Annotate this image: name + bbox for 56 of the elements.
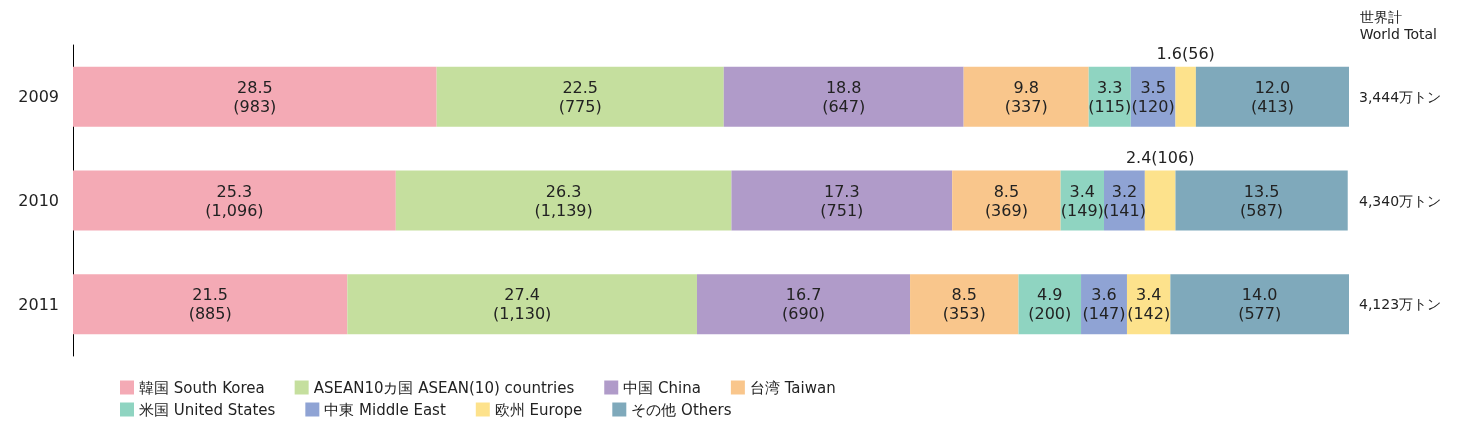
legend-label: 中国 China xyxy=(623,378,701,397)
bar xyxy=(910,274,1019,335)
bar xyxy=(1170,274,1349,335)
data-label: 3.3 (115) xyxy=(1088,77,1132,116)
data-label: 18.8 (647) xyxy=(822,77,866,116)
data-label: 26.3 (1,139) xyxy=(534,181,593,220)
data-label: 17.3 (751) xyxy=(820,181,864,220)
data-label: 16.7 (690) xyxy=(781,285,826,324)
bar xyxy=(1175,170,1348,231)
legend-label: 台湾 Taiwan xyxy=(749,378,836,397)
legend-label: 米国 United States xyxy=(139,400,276,419)
y-tick-label: 2011 xyxy=(18,294,59,314)
legend-label: 韓国 South Korea xyxy=(139,378,265,397)
y-tick-label: 2010 xyxy=(18,191,59,210)
bar xyxy=(1195,66,1349,127)
data-label: 3.2 (141) xyxy=(1102,181,1146,220)
legend-label: 中東 Middle East xyxy=(324,400,446,419)
bar xyxy=(963,66,1089,127)
data-label: 3.4 (149) xyxy=(1060,181,1104,220)
legend-label: 欧州 Europe xyxy=(494,400,583,419)
y-tick-label: 2009 xyxy=(18,87,59,107)
bar xyxy=(73,66,437,127)
text: 3,444万トン xyxy=(1359,88,1442,105)
data-label: 1.6(56) xyxy=(1156,43,1215,63)
bar xyxy=(952,170,1061,231)
data-label: 9.8 (337) xyxy=(1004,77,1048,116)
data-label: 21.5 (885) xyxy=(188,285,232,324)
bar xyxy=(73,274,348,335)
data-label: 25.3 (1,096) xyxy=(205,181,264,220)
bar xyxy=(1175,66,1196,127)
data-label: 12.0 (413) xyxy=(1250,77,1294,116)
legend-label: ASEAN10カ国 ASEAN(10) countries xyxy=(313,378,575,397)
data-label: 2.4(106) xyxy=(1125,147,1195,167)
text: 世界計 World Total xyxy=(1359,8,1438,42)
data-label: 3.5 (120) xyxy=(1131,77,1175,116)
data-label: 27.4 (1,130) xyxy=(493,285,552,324)
data-label: 4.9 (200) xyxy=(1028,285,1072,324)
bar xyxy=(347,274,697,335)
data-label: 8.5 (353) xyxy=(942,285,986,324)
data-label: 8.5 (369) xyxy=(984,181,1028,220)
bar xyxy=(1144,170,1176,231)
data-label: 14.0 (577) xyxy=(1238,285,1282,324)
data-label: 3.6 (147) xyxy=(1082,285,1126,324)
bar xyxy=(395,170,732,231)
data-label: 13.5 (587) xyxy=(1240,181,1284,220)
bar xyxy=(73,170,396,231)
bar xyxy=(723,66,964,127)
legend-label: その他 Others xyxy=(631,400,732,419)
data-label: 3.4 (142) xyxy=(1127,285,1171,324)
bar xyxy=(436,66,724,127)
data-label: 28.5 (983) xyxy=(233,77,277,116)
data-label: 22.5 (775) xyxy=(558,77,602,116)
bar xyxy=(731,170,953,231)
text: 4,340万トン xyxy=(1359,192,1442,209)
bar xyxy=(696,274,911,335)
text: 4,123万トン xyxy=(1359,296,1442,313)
